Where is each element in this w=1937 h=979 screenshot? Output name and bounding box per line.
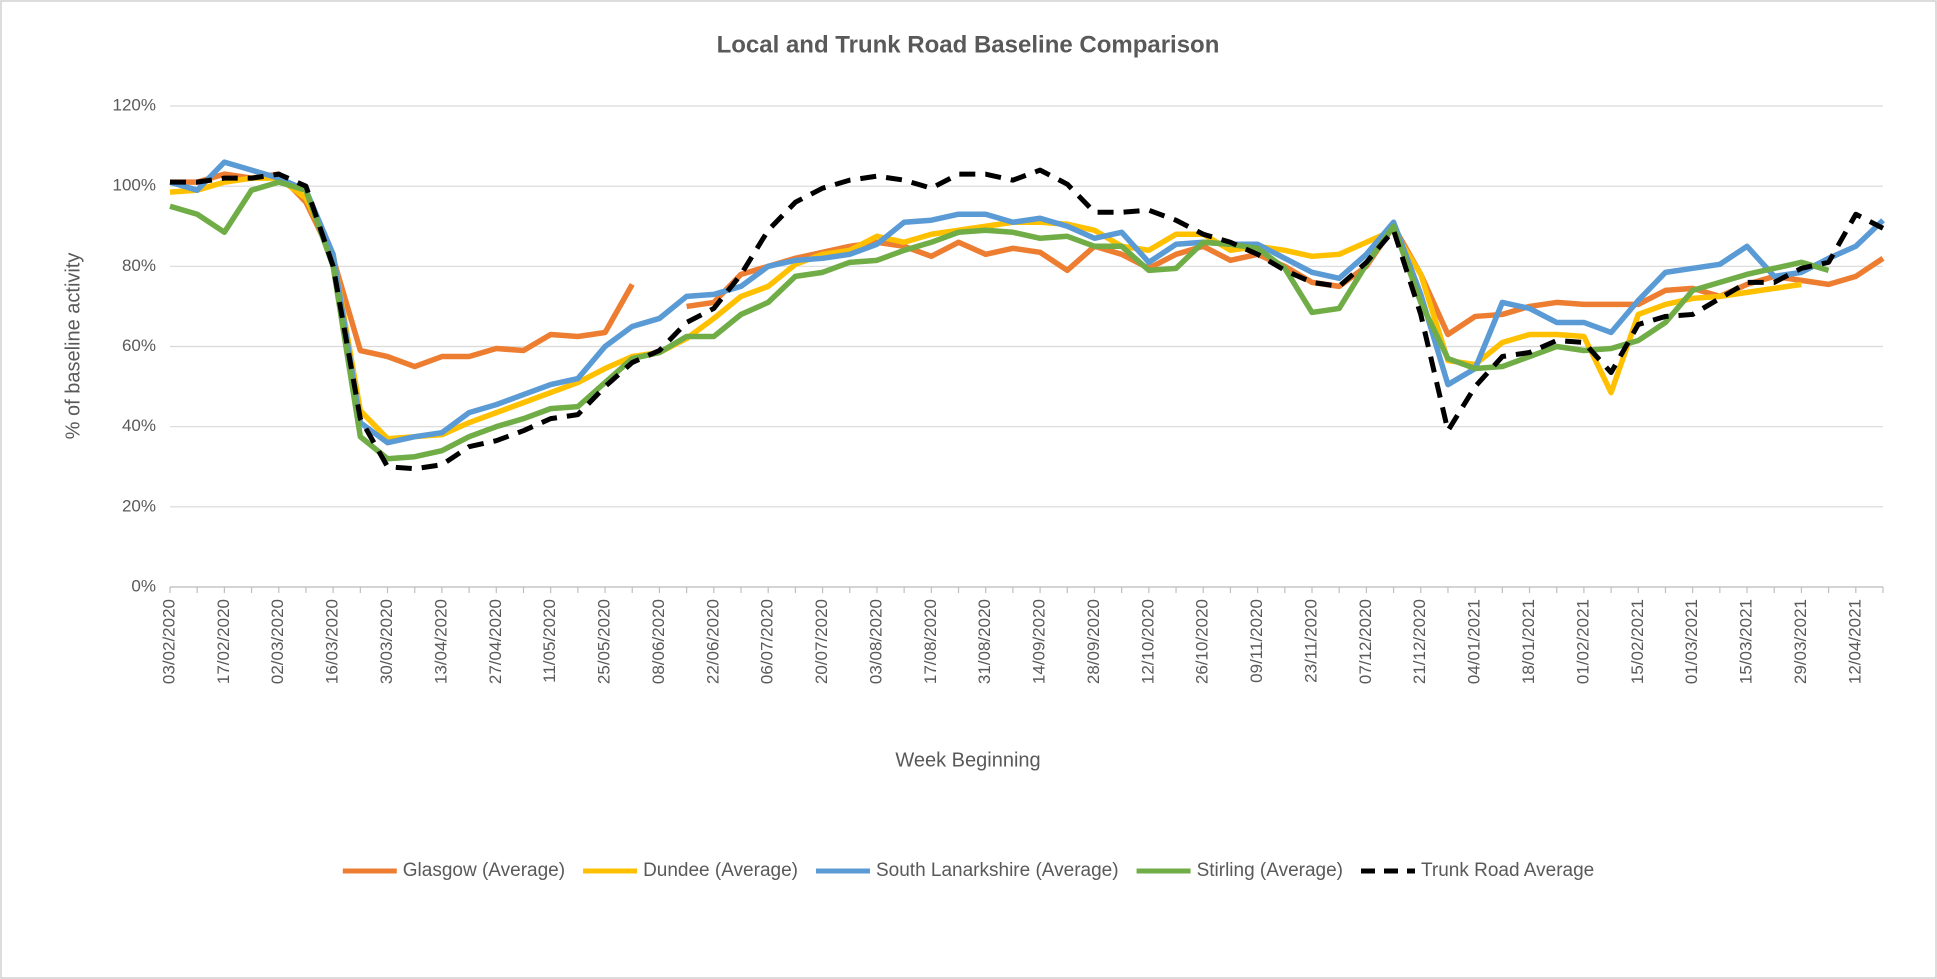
x-tick-label: 23/11/2020 <box>1301 599 1320 683</box>
x-tick-label: 30/03/2020 <box>377 599 396 684</box>
x-tick-label: 01/03/2021 <box>1682 599 1701 684</box>
x-tick-label: 29/03/2021 <box>1791 599 1810 684</box>
x-axis-title: Week Beginning <box>895 749 1040 771</box>
x-tick-label: 16/03/2020 <box>323 599 342 684</box>
x-tick-label: 20/07/2020 <box>812 599 831 684</box>
x-tick-label: 26/10/2020 <box>1193 599 1212 684</box>
x-tick-label: 25/05/2020 <box>595 599 614 684</box>
y-axis-title: % of baseline activity <box>62 253 84 440</box>
x-tick-label: 01/02/2021 <box>1573 599 1592 684</box>
legend-label: South Lanarkshire (Average) <box>876 860 1119 881</box>
x-tick-label: 04/01/2021 <box>1465 599 1484 684</box>
chart-title: Local and Trunk Road Baseline Comparison <box>717 31 1220 58</box>
y-tick-label: 120% <box>113 95 156 114</box>
y-tick-label: 60% <box>122 336 156 355</box>
line-series <box>169 159 1885 446</box>
x-tick-label: 06/07/2020 <box>758 599 777 684</box>
x-tick-label: 12/04/2021 <box>1845 599 1864 684</box>
x-tick-label: 28/09/2020 <box>1084 599 1103 684</box>
legend-label: Stirling (Average) <box>1197 860 1343 881</box>
y-tick-label: 0% <box>131 576 156 595</box>
x-tick-label: 03/02/2020 <box>159 599 178 684</box>
x-tick-label: 02/03/2020 <box>268 599 287 684</box>
line-series <box>169 179 1830 462</box>
x-tick-label: 12/10/2020 <box>1138 599 1157 684</box>
legend-label: Trunk Road Average <box>1421 860 1594 881</box>
x-tick-label: 03/08/2020 <box>866 599 885 684</box>
legend-label: Dundee (Average) <box>643 860 798 881</box>
x-tick-label: 15/02/2021 <box>1628 599 1647 684</box>
x-tick-label: 07/12/2020 <box>1356 599 1375 684</box>
x-tick-label: 13/04/2020 <box>431 599 450 684</box>
y-tick-label: 80% <box>122 256 156 275</box>
x-tick-label: 11/05/2020 <box>540 599 559 683</box>
y-tick-label: 20% <box>122 496 156 515</box>
legend-label: Glasgow (Average) <box>403 860 565 881</box>
x-tick-label: 18/01/2021 <box>1519 599 1538 684</box>
x-tick-label: 17/08/2020 <box>921 599 940 684</box>
x-tick-label: 09/11/2020 <box>1247 599 1266 683</box>
x-tick-label: 22/06/2020 <box>703 599 722 684</box>
legend: Glasgow (Average) Dundee (Average) South L… <box>342 860 1594 881</box>
x-tick-label: 17/02/2020 <box>214 599 233 684</box>
x-tick-label: 08/06/2020 <box>649 599 668 684</box>
x-tick-label: 27/04/2020 <box>486 599 505 684</box>
line-series <box>170 167 1885 472</box>
x-tick-label: 15/03/2021 <box>1737 599 1756 684</box>
x-tick-label: 14/09/2020 <box>1030 599 1049 684</box>
y-tick-label: 100% <box>113 176 156 195</box>
y-tick-label: 40% <box>122 416 156 435</box>
x-tick-label: 31/08/2020 <box>975 599 994 684</box>
x-tick-label: 21/12/2020 <box>1410 599 1429 684</box>
